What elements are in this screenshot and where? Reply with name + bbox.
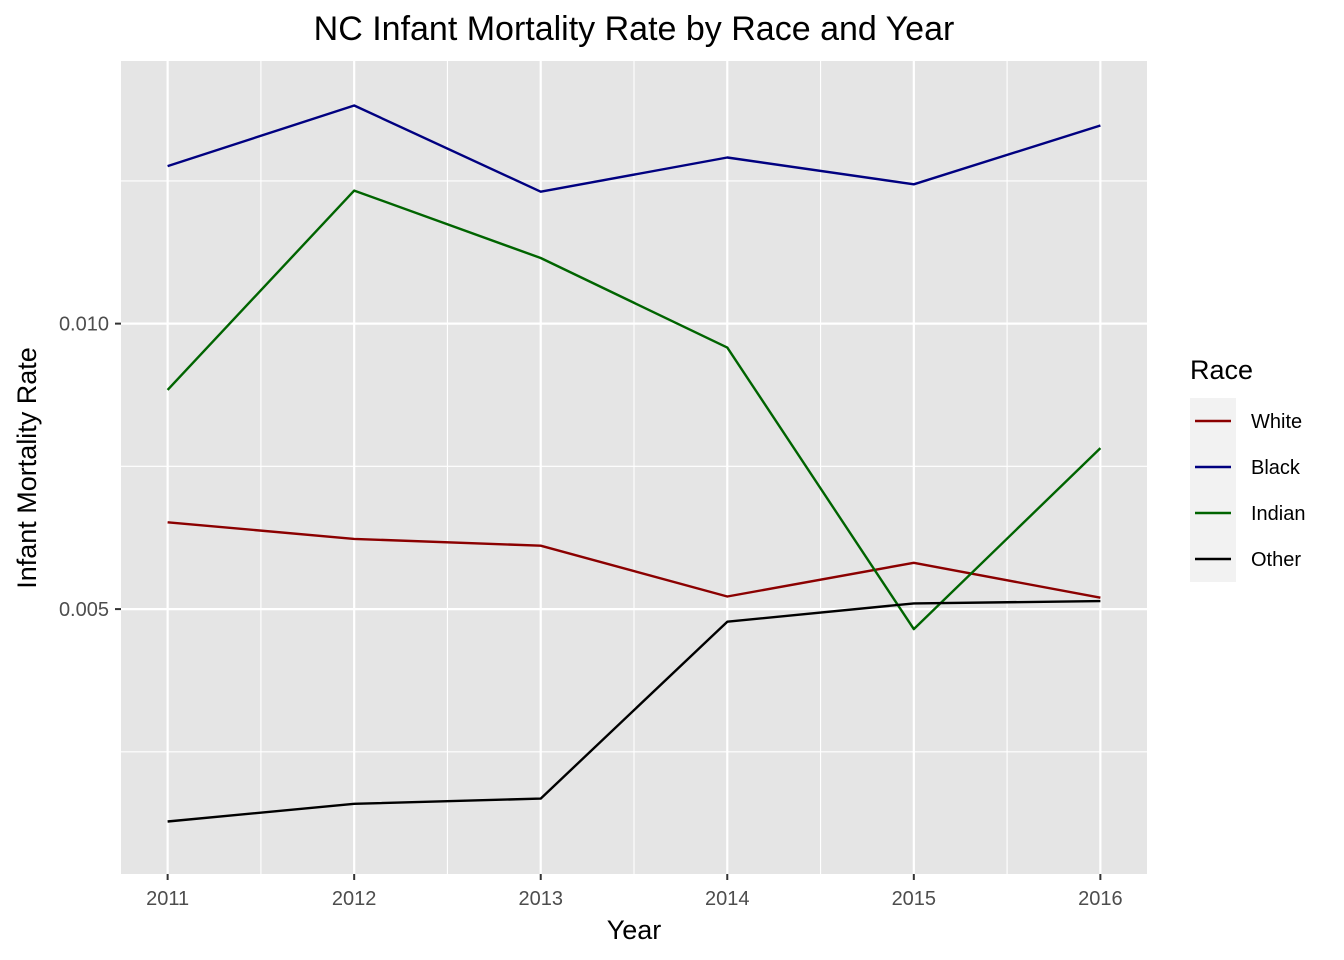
grid-major: [121, 61, 1147, 874]
series-line-black: [167, 104, 1101, 193]
legend-label-indian: Indian: [1251, 503, 1306, 525]
series-lines: [166, 104, 1102, 823]
series-line-white: [167, 521, 1101, 599]
chart-title: NC Infant Mortality Rate by Race and Yea…: [314, 10, 955, 48]
x-tick-label: 2016: [1078, 888, 1123, 910]
grid-minor: [121, 61, 1147, 874]
y-tick-label: 0.005: [59, 599, 109, 621]
series-line-indian: [166, 189, 1102, 631]
legend-title: Race: [1190, 355, 1253, 385]
x-tick-label: 2012: [332, 888, 377, 910]
y-axis: 0.005 0.010: [59, 314, 121, 621]
legend-label-white: White: [1251, 411, 1302, 433]
x-tick-label: 2014: [705, 888, 750, 910]
legend-label-other: Other: [1251, 549, 1301, 571]
legend: Race White Black Indian Other: [1190, 355, 1306, 582]
y-tick-label: 0.010: [59, 314, 109, 336]
x-axis-title: Year: [607, 915, 662, 945]
x-axis: 2011 2012 2013 2014 2015 2016: [146, 874, 1123, 910]
series-line-other: [167, 599, 1101, 823]
y-axis-title: Infant Mortality Rate: [12, 347, 42, 589]
x-tick-label: 2011: [146, 888, 189, 910]
x-tick-label: 2015: [892, 888, 937, 910]
x-tick-label: 2013: [518, 888, 563, 910]
legend-label-black: Black: [1251, 457, 1301, 479]
